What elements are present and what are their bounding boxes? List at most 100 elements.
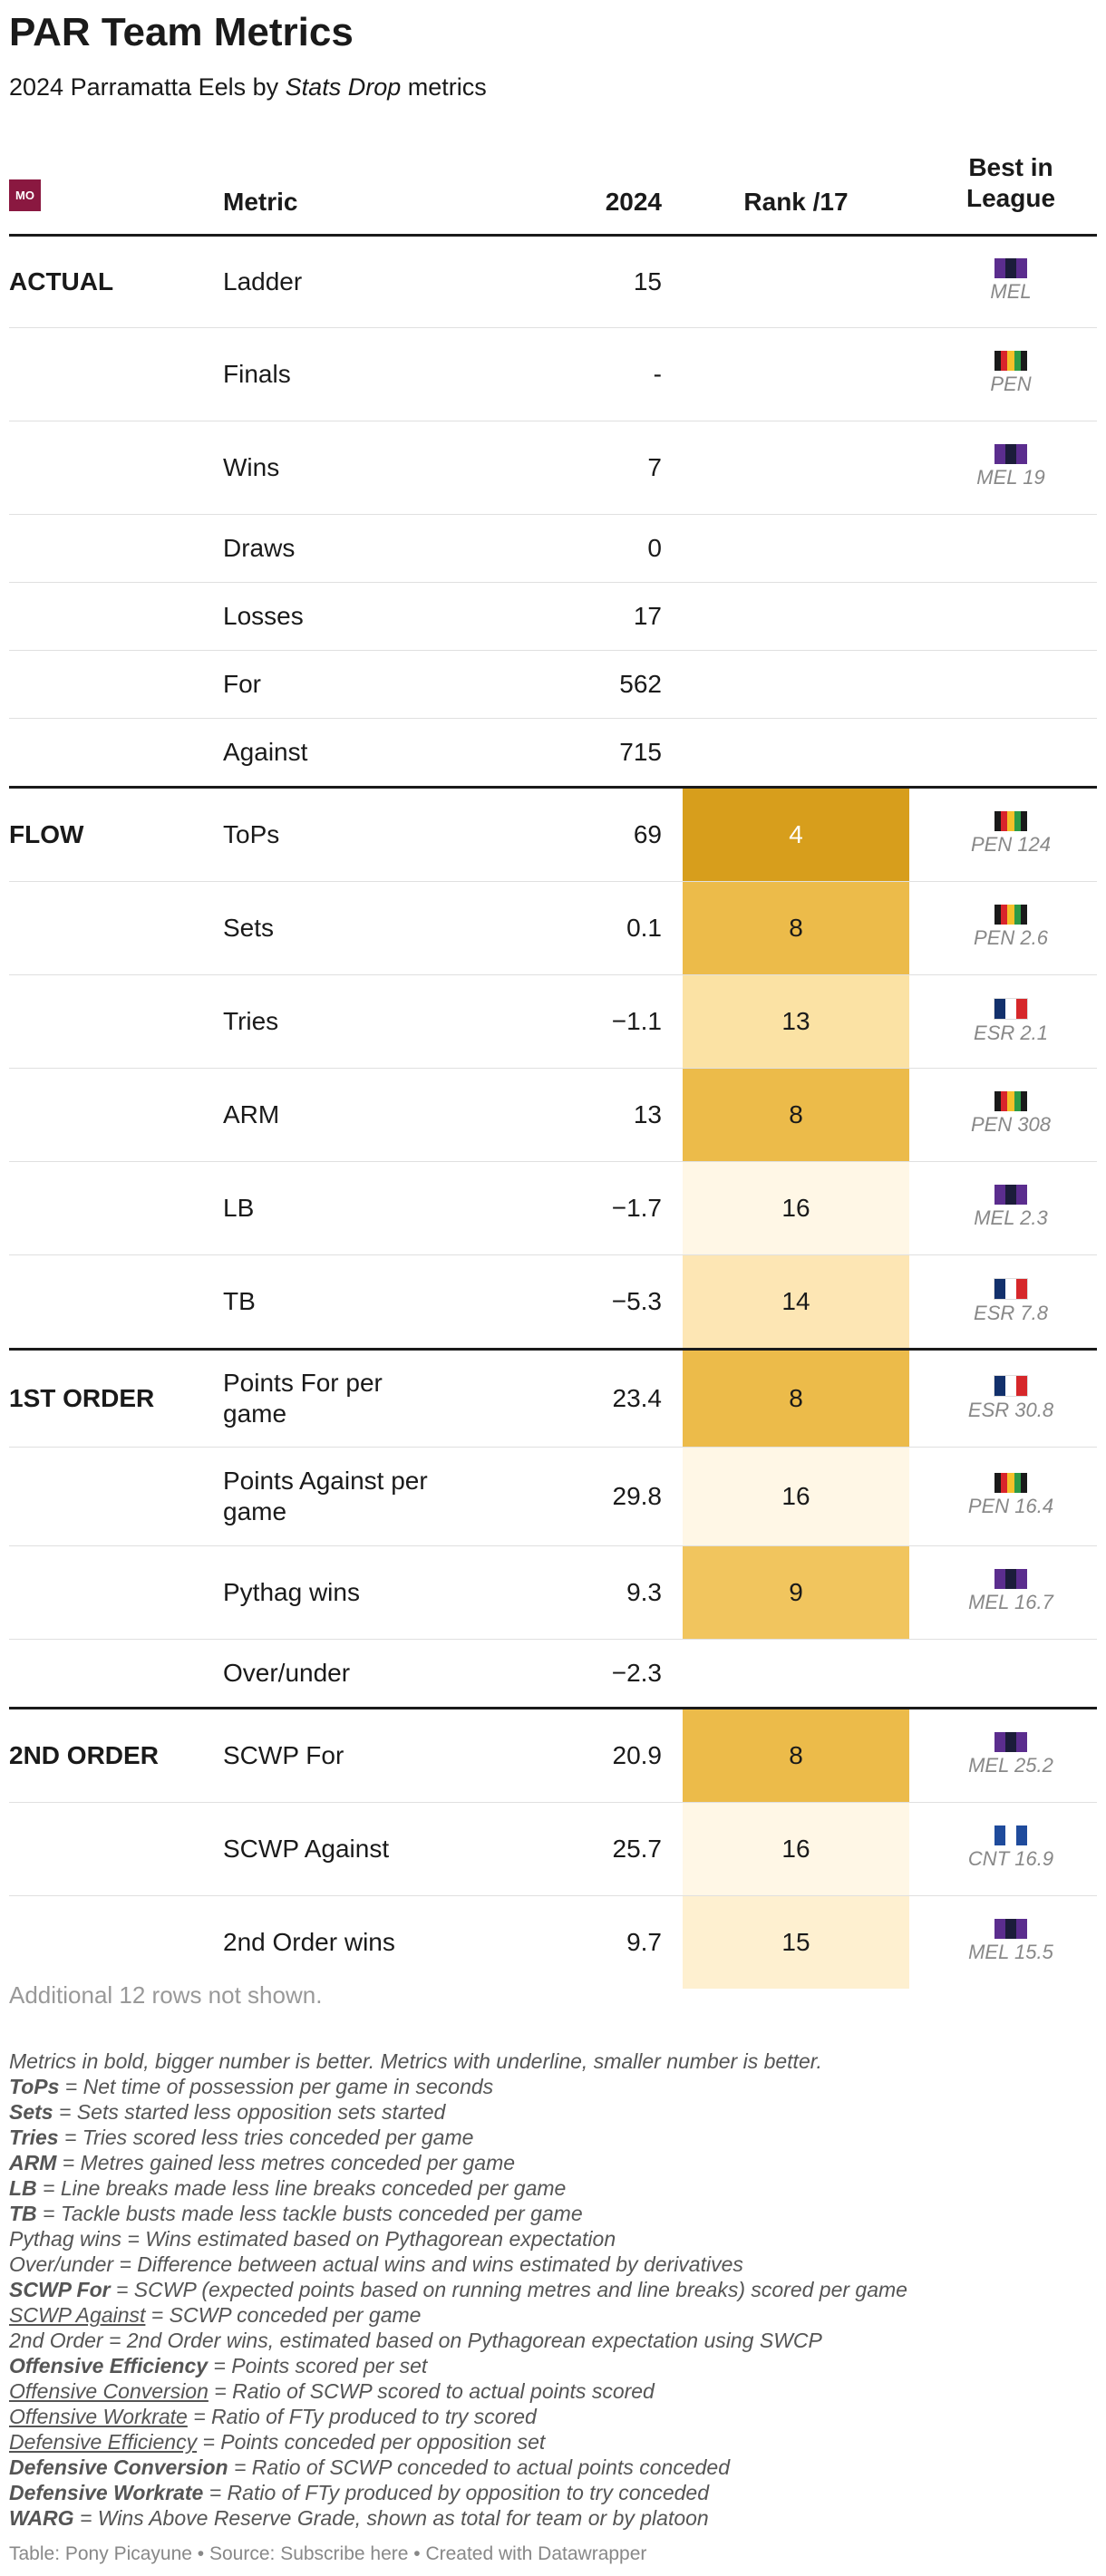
metric-name: SCWP Against [223, 1835, 390, 1863]
rank-cell: 8 [683, 1351, 909, 1447]
rank-cell: 9 [683, 1546, 909, 1639]
team-flag-icon [994, 1278, 1028, 1300]
team-flag-icon [994, 998, 1028, 1020]
metric-name: Draws [223, 534, 296, 562]
legend-key: Offensive Efficiency [9, 2354, 209, 2377]
legend-key: Defensive Conversion [9, 2455, 228, 2479]
legend-line: Offensive Efficiency = Points scored per… [9, 2353, 1097, 2378]
legend-text: Pythag wins = Wins estimated based on Py… [9, 2227, 616, 2251]
metric-value: 0.1 [626, 914, 662, 942]
best-in-league: MEL 2.3 [925, 1162, 1097, 1254]
section-label: ACTUAL [9, 267, 114, 295]
best-team-label: MEL 2.3 [974, 1206, 1048, 1229]
metric-value: −2.3 [611, 1659, 662, 1687]
legend-line: SCWP For = SCWP (expected points based o… [9, 2277, 1097, 2302]
rank-cell: 16 [683, 1803, 909, 1895]
table-row: Draws 0 [9, 515, 1097, 583]
metric-name: Pythag wins [223, 1578, 360, 1606]
table-row: 2ND ORDER SCWP For 20.9 8 MEL 25.2 [9, 1709, 1097, 1803]
legend-key: Offensive Workrate [9, 2405, 188, 2428]
page-subtitle: 2024 Parramatta Eels by Stats Drop metri… [9, 69, 487, 105]
section-label: 1ST ORDER [9, 1384, 155, 1412]
legend-text: = Sets started less opposition sets star… [53, 2100, 446, 2124]
best-in-league: MEL 15.5 [925, 1896, 1097, 1989]
rank-cell: 8 [683, 1069, 909, 1161]
team-flag-icon [994, 1091, 1028, 1111]
table-row: ARM 13 8 PEN 308 [9, 1069, 1097, 1162]
metric-value: −5.3 [611, 1287, 662, 1315]
team-flag-icon [994, 258, 1027, 278]
subtitle-suffix: metrics [401, 73, 487, 101]
best-in-league: PEN 308 [925, 1069, 1097, 1161]
section-label: FLOW [9, 820, 84, 848]
best-team-label: PEN 16.4 [967, 1495, 1054, 1517]
legend-key: SCWP For [9, 2278, 111, 2301]
metric-name: LB [223, 1194, 255, 1222]
metric-name: Over/under [223, 1659, 351, 1687]
best-team-label: MEL 16.7 [968, 1591, 1053, 1613]
best-in-league: PEN 124 [925, 789, 1097, 881]
rank-cell: 8 [683, 1709, 909, 1802]
legend-line: Defensive Conversion = Ratio of SCWP con… [9, 2455, 1097, 2480]
metric-value: - [653, 360, 662, 388]
legend-text: Metrics in bold, bigger number is better… [9, 2049, 822, 2073]
metric-value: 7 [647, 453, 662, 481]
legend-key: TB [9, 2202, 37, 2225]
legend-text: = SCWP (expected points based on running… [110, 2278, 907, 2301]
best-team-label: PEN 2.6 [974, 926, 1048, 949]
table-row: Points Against per game 29.8 16 PEN 16.4 [9, 1448, 1097, 1546]
best-team-label: PEN 308 [970, 1113, 1052, 1136]
team-flag-icon [994, 811, 1028, 831]
table-row: Pythag wins 9.3 9 MEL 16.7 [9, 1546, 1097, 1640]
metric-value: 23.4 [612, 1384, 663, 1412]
header-rank: Rank /17 [743, 188, 849, 216]
rank-cell: 8 [683, 882, 909, 974]
legend-key: Sets [9, 2100, 53, 2124]
metric-value: 0 [647, 534, 662, 562]
legend-text: = Net time of possession per game in sec… [59, 2075, 494, 2098]
metric-name: TB [223, 1287, 256, 1315]
legend-key: ARM [9, 2151, 57, 2174]
metric-value: −1.1 [611, 1007, 662, 1035]
best-team-label: MEL 15.5 [968, 1941, 1053, 1963]
table-row: Sets 0.1 8 PEN 2.6 [9, 882, 1097, 975]
metric-value: 562 [619, 670, 662, 698]
best-in-league: PEN 16.4 [925, 1448, 1097, 1545]
rank-cell: 13 [683, 975, 909, 1068]
best-team-label: MEL 25.2 [968, 1754, 1053, 1777]
legend-line: TB = Tackle busts made less tackle busts… [9, 2201, 1097, 2226]
metric-value: 13 [633, 1100, 662, 1128]
rank-cell: 16 [683, 1162, 909, 1254]
best-team-label: ESR 30.8 [967, 1399, 1054, 1421]
best-in-league: MEL 19 [925, 421, 1097, 514]
metric-name: Losses [223, 602, 304, 630]
table-body: ACTUAL Ladder 15 MEL Finals - PEN Wins 7 MEL 19 Dr… [9, 237, 1097, 1989]
best-in-league: MEL 25.2 [925, 1709, 1097, 1802]
legend-text: = Points scored per set [208, 2354, 428, 2377]
table-row: Tries −1.1 13 ESR 2.1 [9, 975, 1097, 1069]
legend-text: = Line breaks made less line breaks conc… [36, 2176, 567, 2200]
metric-name: ARM [223, 1100, 280, 1128]
legend-line: Offensive Conversion = Ratio of SCWP sco… [9, 2378, 1097, 2404]
table-header: MO Metric 2024 Rank /17 Best in League [9, 152, 1097, 237]
table-row: FLOW ToPs 69 4 PEN 124 [9, 789, 1097, 882]
metric-value: 15 [633, 267, 662, 295]
legend-line: 2nd Order = 2nd Order wins, estimated ba… [9, 2328, 1097, 2353]
legend: Metrics in bold, bigger number is better… [9, 2048, 1097, 2531]
metric-name: SCWP For [223, 1741, 344, 1769]
legend-key: Tries [9, 2126, 59, 2149]
best-team-label: MEL [990, 280, 1032, 303]
table-row: Wins 7 MEL 19 [9, 421, 1097, 515]
subtitle-source: Stats Drop [285, 73, 402, 101]
header-year: 2024 [605, 188, 662, 216]
team-flag-icon [994, 1185, 1027, 1205]
table-row: Losses 17 [9, 583, 1097, 651]
legend-line: Sets = Sets started less opposition sets… [9, 2099, 1097, 2125]
legend-text: = Metres gained less metres conceded per… [56, 2151, 516, 2174]
legend-text: = Wins Above Reserve Grade, shown as tot… [73, 2506, 709, 2530]
legend-key: ToPs [9, 2075, 60, 2098]
section-label: 2ND ORDER [9, 1741, 159, 1769]
metric-value: 9.3 [626, 1578, 662, 1606]
legend-key: WARG [9, 2506, 74, 2530]
legend-text: = Points conceded per opposition set [197, 2430, 546, 2454]
